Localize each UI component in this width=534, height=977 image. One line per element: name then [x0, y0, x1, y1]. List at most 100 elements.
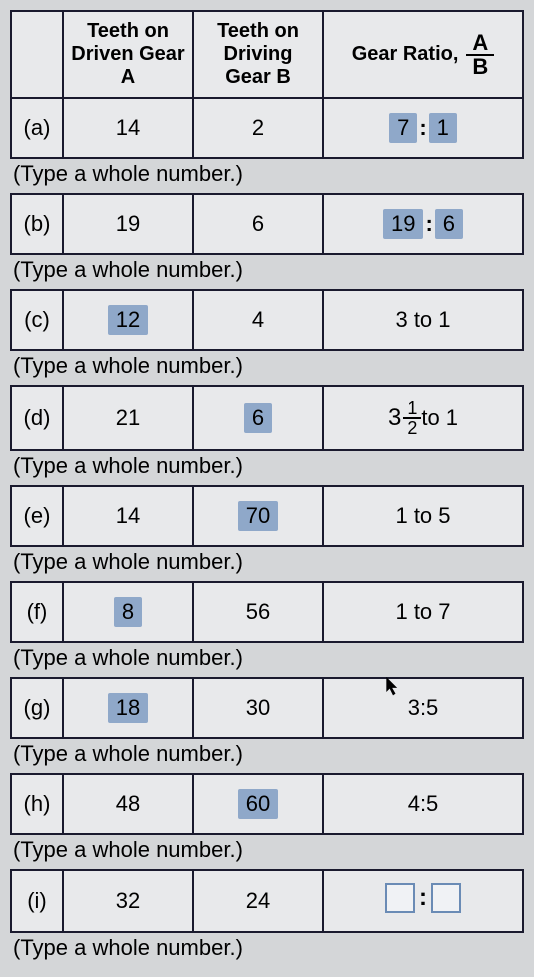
- row-label: (e): [11, 486, 63, 546]
- ratio-right: 6: [435, 209, 463, 239]
- gear-ratio-table-container: Teeth on Driven Gear A Teeth on Driving …: [10, 10, 524, 967]
- cell-gear-b: 24: [193, 870, 323, 932]
- ratio-text: 1 to 7: [395, 599, 450, 624]
- hint-row: (Type a whole number.): [11, 834, 523, 870]
- ratio-text: 4:5: [408, 791, 439, 816]
- gear-ratio-table: Teeth on Driven Gear A Teeth on Driving …: [10, 10, 524, 967]
- ratio-highlight: 19 : 6: [383, 209, 463, 239]
- table-row: (b) 19 6 19 : 6: [11, 194, 523, 254]
- cell-gear-b: 70: [193, 486, 323, 546]
- cell-ratio: 3:5: [323, 678, 523, 738]
- cell-gear-a: 19: [63, 194, 193, 254]
- hint-row: (Type a whole number.): [11, 350, 523, 386]
- mixed-whole: 3: [388, 404, 401, 432]
- hint-text: (Type a whole number.): [11, 932, 523, 967]
- table-row: (g) 18 30 3:5: [11, 678, 523, 738]
- row-label: (d): [11, 386, 63, 450]
- row-label: (b): [11, 194, 63, 254]
- table-row: (a) 14 2 7 : 1: [11, 98, 523, 158]
- table-row: (c) 12 4 3 to 1: [11, 290, 523, 350]
- cell-gear-a: 48: [63, 774, 193, 834]
- cell-ratio: 3 to 1: [323, 290, 523, 350]
- row-label: (h): [11, 774, 63, 834]
- header-fraction: A B: [466, 32, 494, 78]
- cell-gear-a: 8: [63, 582, 193, 642]
- table-row: (e) 14 70 1 to 5: [11, 486, 523, 546]
- cell-gear-a: 18: [63, 678, 193, 738]
- highlighted-value: 12: [108, 305, 148, 335]
- cell-ratio: :: [323, 870, 523, 932]
- highlighted-value: 6: [244, 403, 272, 433]
- row-label: (g): [11, 678, 63, 738]
- cell-ratio: 1 to 5: [323, 486, 523, 546]
- hint-row: (Type a whole number.): [11, 546, 523, 582]
- table-row: (f) 8 56 1 to 7: [11, 582, 523, 642]
- ratio-left: 19: [383, 209, 423, 239]
- cell-gear-b: 4: [193, 290, 323, 350]
- mixed-den: 2: [403, 419, 421, 437]
- hint-text: (Type a whole number.): [11, 254, 523, 290]
- hint-row: (Type a whole number.): [11, 738, 523, 774]
- ratio-input-right[interactable]: [431, 883, 461, 913]
- row-label: (c): [11, 290, 63, 350]
- header-col-c: Gear Ratio, A B: [323, 11, 523, 98]
- highlighted-value: 70: [238, 501, 278, 531]
- hint-row: (Type a whole number.): [11, 450, 523, 486]
- cursor-icon: [386, 677, 400, 697]
- ratio-mixed: 3 1 2 to 1: [388, 399, 458, 437]
- mixed-num: 1: [403, 399, 421, 419]
- cell-gear-a: 21: [63, 386, 193, 450]
- ratio-input-colon: :: [419, 884, 427, 912]
- ratio-colon: :: [417, 115, 428, 141]
- mixed-suffix: to 1: [421, 405, 458, 431]
- cell-gear-a: 12: [63, 290, 193, 350]
- hint-row: (Type a whole number.): [11, 932, 523, 967]
- cell-gear-b: 6: [193, 194, 323, 254]
- header-frac-den: B: [466, 56, 494, 78]
- hint-text: (Type a whole number.): [11, 450, 523, 486]
- ratio-text: 3 to 1: [395, 307, 450, 332]
- header-col-a: Teeth on Driven Gear A: [63, 11, 193, 98]
- cell-gear-b: 6: [193, 386, 323, 450]
- row-label: (i): [11, 870, 63, 932]
- ratio-input-group[interactable]: :: [385, 883, 461, 913]
- hint-text: (Type a whole number.): [11, 350, 523, 386]
- highlighted-value: 60: [238, 789, 278, 819]
- hint-row: (Type a whole number.): [11, 642, 523, 678]
- header-frac-num: A: [466, 32, 494, 56]
- header-col-b: Teeth on Driving Gear B: [193, 11, 323, 98]
- cell-ratio: 19 : 6: [323, 194, 523, 254]
- ratio-left: 7: [389, 113, 417, 143]
- cell-gear-a: 32: [63, 870, 193, 932]
- mixed-frac: 1 2: [403, 399, 421, 437]
- hint-text: (Type a whole number.): [11, 546, 523, 582]
- cell-gear-a: 14: [63, 486, 193, 546]
- cell-ratio: 1 to 7: [323, 582, 523, 642]
- highlighted-value: 18: [108, 693, 148, 723]
- hint-text: (Type a whole number.): [11, 738, 523, 774]
- hint-row: (Type a whole number.): [11, 254, 523, 290]
- hint-row: (Type a whole number.): [11, 158, 523, 194]
- hint-text: (Type a whole number.): [11, 834, 523, 870]
- header-blank: [11, 11, 63, 98]
- cell-gear-b: 56: [193, 582, 323, 642]
- cell-gear-b: 30: [193, 678, 323, 738]
- hint-text: (Type a whole number.): [11, 158, 523, 194]
- ratio-highlight: 7 : 1: [389, 113, 457, 143]
- header-ratio-text: Gear Ratio,: [352, 43, 459, 66]
- ratio-text: 3:5: [408, 695, 439, 720]
- ratio-input-left[interactable]: [385, 883, 415, 913]
- cell-gear-b: 2: [193, 98, 323, 158]
- cell-ratio: 7 : 1: [323, 98, 523, 158]
- cell-ratio: 4:5: [323, 774, 523, 834]
- row-label: (f): [11, 582, 63, 642]
- highlighted-value: 8: [114, 597, 142, 627]
- ratio-text: 1 to 5: [395, 503, 450, 528]
- header-row: Teeth on Driven Gear A Teeth on Driving …: [11, 11, 523, 98]
- cell-gear-b: 60: [193, 774, 323, 834]
- ratio-colon: :: [423, 211, 434, 237]
- table-row: (h) 48 60 4:5: [11, 774, 523, 834]
- cell-ratio: 3 1 2 to 1: [323, 386, 523, 450]
- hint-text: (Type a whole number.): [11, 642, 523, 678]
- table-row: (d) 21 6 3 1 2 to 1: [11, 386, 523, 450]
